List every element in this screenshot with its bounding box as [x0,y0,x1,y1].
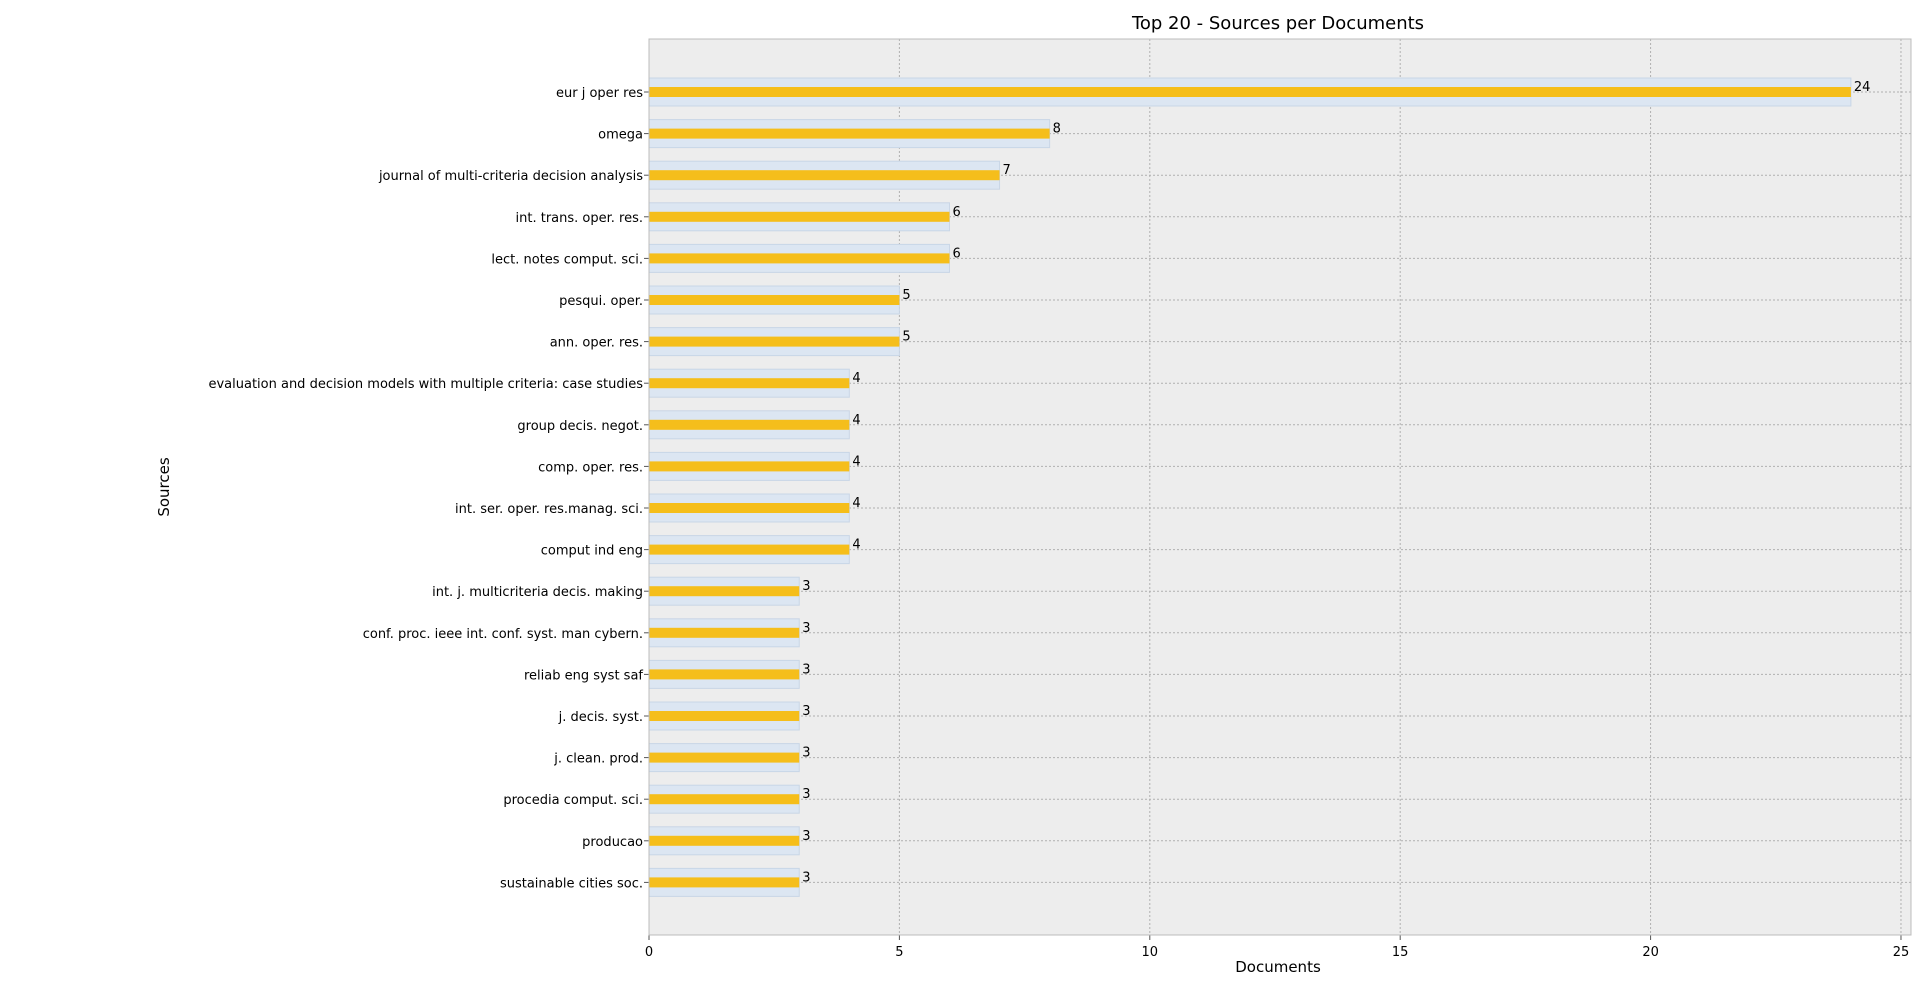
chart-title: Top 20 - Sources per Documents [1131,13,1424,34]
bar-value-label: 3 [802,579,810,594]
bar-value-label: 3 [802,746,810,761]
y-tick-label: comp. oper. res. [538,460,643,475]
y-tick-label: int. j. multicriteria decis. making [432,585,643,600]
y-tick-label: evaluation and decision models with mult… [208,377,643,392]
bar-value-label: 4 [852,496,860,511]
bar-value-label: 5 [902,288,910,303]
y-tick-label: journal of multi-criteria decision analy… [378,169,643,184]
y-tick-label: pesqui. oper. [559,294,643,309]
bar [649,544,850,555]
y-tick-label: int. ser. oper. res.manag. sci. [455,502,643,517]
bar [649,503,850,513]
bar-value-label: 4 [852,413,860,428]
bar-value-label: 3 [802,704,810,719]
x-tick-label: 25 [1893,945,1910,960]
bar [649,295,900,305]
bar [649,170,1000,181]
bar-value-label: 3 [802,829,810,844]
bar-value-label: 3 [802,870,810,885]
bar-value-label: 4 [852,371,860,386]
bar-value-label: 6 [952,205,960,220]
y-tick-label: sustainable cities soc. [500,876,643,891]
bar [649,711,800,721]
bar [649,128,1050,139]
bar [649,378,850,389]
bar [649,627,800,638]
bar [649,669,800,680]
bar [649,87,1851,97]
y-tick-label: conf. proc. ieee int. conf. syst. man cy… [363,627,643,642]
bar-value-label: 3 [802,662,810,677]
bar [649,211,950,222]
y-tick-label: ann. oper. res. [550,336,643,351]
bar-value-label: 5 [902,330,910,345]
y-tick-label: int. trans. oper. res. [516,211,643,226]
bar [649,461,850,472]
bar [649,336,900,347]
x-axis-label: Documents [1235,958,1321,976]
bar-value-label: 3 [802,621,810,636]
y-tick-label: eur j oper res [556,86,643,101]
bars: 24 8 7 6 6 5 5 4 4 4 4 4 3 3 3 3 3 3 3 3 [648,77,1871,897]
bar-value-label: 24 [1854,80,1871,95]
y-tick-label: j. clean. prod. [553,752,643,767]
bar [649,752,800,763]
y-tick-label: comput ind eng [541,544,643,559]
y-tick-labels: eur j oper res omega journal of multi-crit… [208,86,649,891]
bar [649,253,950,264]
bar [649,835,800,846]
bar [649,794,800,805]
y-tick-label: lect. notes comput. sci. [491,252,643,267]
y-tick-label: group decis. negot. [517,419,643,434]
y-tick-label: procedia comput. sci. [503,793,643,808]
bar [649,877,800,888]
x-tick-label: 20 [1642,945,1659,960]
bar [649,586,800,597]
bar-value-label: 6 [952,246,960,261]
bar-value-label: 4 [852,538,860,553]
y-tick-label: omega [598,128,643,143]
x-tick-label: 10 [1142,945,1159,960]
plot-border [648,38,1912,936]
x-tick-label: 15 [1392,945,1409,960]
bar-value-label: 3 [802,787,810,802]
bar [649,419,850,430]
y-tick-label: producao [582,835,643,850]
x-tick-label: 5 [895,945,903,960]
y-tick-label: reliab eng syst saf [524,668,643,683]
bar-value-label: 7 [1003,163,1011,178]
x-tick-labels: 0 5 10 15 20 25 [645,935,1909,960]
x-tick-label: 0 [645,945,653,960]
y-axis-label: Sources [155,457,173,517]
bar-value-label: 4 [852,454,860,469]
bar-value-label: 8 [1053,122,1061,137]
y-tick-label: j. decis. syst. [558,710,643,725]
